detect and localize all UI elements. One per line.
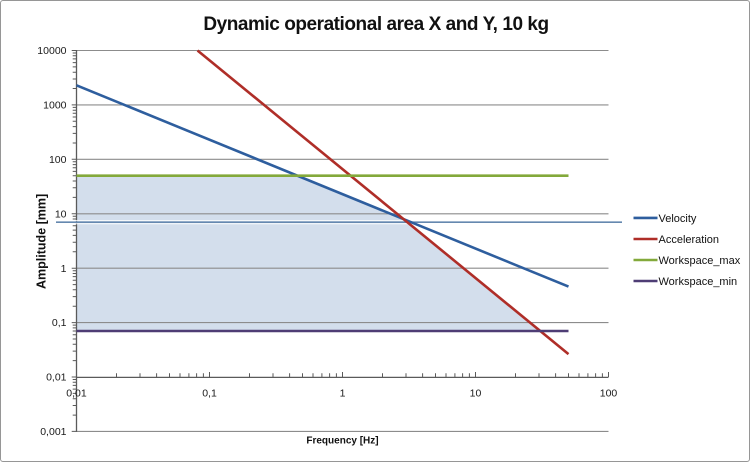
svg-text:1: 1	[340, 388, 346, 400]
svg-text:10000: 10000	[37, 45, 66, 57]
svg-text:Acceleration: Acceleration	[659, 234, 720, 246]
svg-text:0,001: 0,001	[40, 426, 66, 438]
svg-text:100: 100	[49, 154, 67, 166]
svg-text:0,1: 0,1	[202, 388, 217, 400]
svg-text:10: 10	[470, 388, 482, 400]
svg-text:10: 10	[55, 208, 67, 220]
svg-text:Dynamic operational area X and: Dynamic operational area X and Y, 10 kg	[203, 14, 548, 35]
svg-text:0,1: 0,1	[52, 317, 67, 329]
svg-text:0,01: 0,01	[46, 372, 67, 384]
svg-text:1000: 1000	[43, 100, 67, 112]
svg-text:Workspace_max: Workspace_max	[659, 255, 741, 267]
svg-text:Velocity: Velocity	[659, 213, 697, 225]
svg-text:1: 1	[61, 263, 67, 275]
svg-text:Workspace_min: Workspace_min	[659, 276, 738, 288]
svg-text:Amplitude [mm]: Amplitude [mm]	[34, 194, 48, 289]
svg-text:0,01: 0,01	[66, 388, 87, 400]
svg-text:Frequency [Hz]: Frequency [Hz]	[306, 436, 378, 447]
svg-text:100: 100	[600, 388, 618, 400]
